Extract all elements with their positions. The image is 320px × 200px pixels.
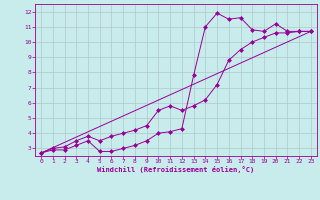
X-axis label: Windchill (Refroidissement éolien,°C): Windchill (Refroidissement éolien,°C) <box>97 166 255 173</box>
